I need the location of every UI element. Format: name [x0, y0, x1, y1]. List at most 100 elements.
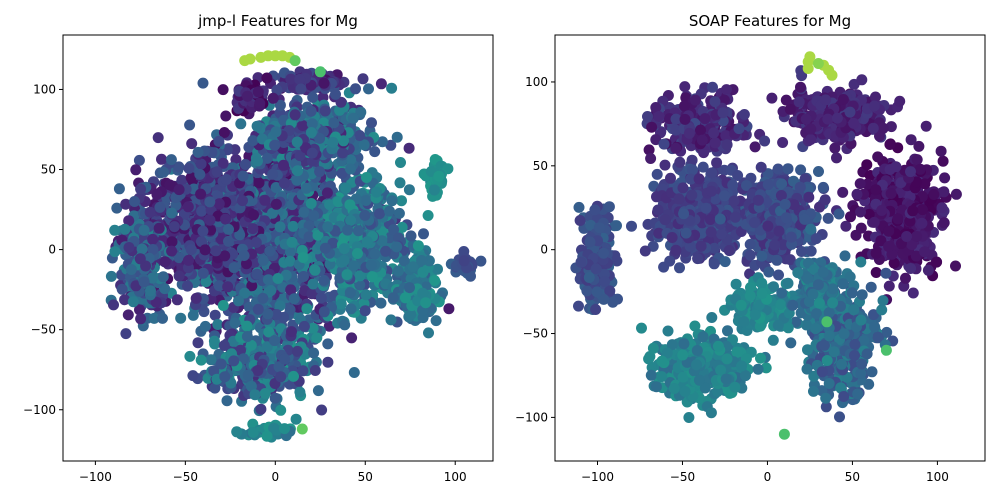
- data-point: [301, 303, 313, 315]
- data-point: [677, 182, 689, 194]
- data-point: [883, 280, 895, 292]
- data-point: [270, 198, 282, 210]
- data-point: [187, 309, 199, 321]
- data-point: [168, 221, 180, 233]
- data-point: [235, 344, 246, 356]
- data-point: [359, 305, 371, 317]
- data-point: [116, 283, 128, 295]
- data-point: [138, 224, 150, 236]
- data-point: [108, 299, 119, 311]
- data-point: [263, 326, 275, 338]
- data-point: [345, 154, 357, 166]
- data-point: [376, 235, 388, 247]
- data-point: [653, 227, 665, 239]
- data-point: [182, 280, 193, 292]
- data-point: [217, 300, 229, 311]
- data-point: [883, 241, 895, 252]
- data-point: [289, 109, 301, 121]
- data-point: [700, 202, 712, 214]
- data-point: [237, 170, 249, 182]
- data-point: [271, 309, 283, 320]
- data-point: [708, 258, 720, 270]
- data-point: [148, 312, 160, 324]
- data-point: [785, 231, 797, 243]
- data-point: [200, 276, 212, 288]
- data-point: [345, 214, 357, 226]
- data-point: [144, 206, 156, 218]
- data-point: [199, 320, 211, 332]
- data-point: [305, 105, 317, 117]
- data-point: [352, 248, 363, 259]
- data-point: [428, 184, 440, 196]
- data-point: [210, 245, 222, 257]
- data-point: [183, 162, 195, 174]
- data-point: [173, 252, 185, 264]
- data-point: [772, 163, 784, 175]
- data-point: [195, 188, 207, 200]
- data-point: [465, 270, 476, 282]
- data-point: [771, 254, 783, 266]
- data-point: [817, 181, 829, 193]
- data-point: [267, 92, 279, 104]
- data-point: [199, 244, 211, 256]
- data-point: [267, 168, 279, 180]
- data-point: [272, 273, 284, 284]
- data-point: [267, 207, 278, 219]
- data-point: [173, 270, 185, 282]
- data-point: [664, 255, 676, 267]
- plot-area-jmp-l: [105, 50, 487, 443]
- y-tick-label: 100: [33, 82, 56, 96]
- data-point: [228, 355, 240, 367]
- data-point: [248, 209, 259, 221]
- data-point: [344, 199, 356, 211]
- data-point: [237, 195, 248, 207]
- data-point: [197, 267, 209, 279]
- data-point: [705, 185, 717, 197]
- data-point: [309, 365, 321, 376]
- data-point: [870, 267, 882, 278]
- data-point: [196, 205, 208, 217]
- data-point: [386, 195, 398, 207]
- data-point: [120, 328, 132, 340]
- data-point: [279, 423, 290, 435]
- data-point: [423, 255, 435, 267]
- data-point: [729, 211, 741, 223]
- data-point: [113, 183, 125, 195]
- data-point: [123, 242, 135, 253]
- data-point: [322, 356, 334, 368]
- data-point: [639, 245, 651, 257]
- data-point: [175, 312, 187, 324]
- data-point: [719, 190, 731, 202]
- data-point: [380, 245, 392, 257]
- data-point: [109, 246, 121, 258]
- data-point: [125, 264, 137, 275]
- data-point: [288, 370, 299, 382]
- data-point: [938, 217, 950, 229]
- data-point: [396, 221, 408, 233]
- data-point: [416, 255, 428, 266]
- data-point: [252, 303, 264, 315]
- data-point: [173, 184, 185, 196]
- data-point: [776, 178, 788, 190]
- data-point: [375, 78, 387, 90]
- data-point: [345, 303, 357, 315]
- data-point: [166, 245, 178, 257]
- data-point: [245, 339, 257, 351]
- data-point: [294, 73, 306, 85]
- data-point: [105, 270, 117, 282]
- data-point: [686, 154, 698, 166]
- data-point: [432, 263, 443, 275]
- data-point: [222, 281, 234, 293]
- data-point: [458, 255, 470, 267]
- x-tick-label: −50: [173, 470, 198, 484]
- data-point: [386, 82, 398, 94]
- data-point: [270, 182, 282, 193]
- data-point: [342, 224, 354, 236]
- data-point: [327, 136, 339, 148]
- data-point: [231, 426, 243, 438]
- data-point: [920, 120, 932, 132]
- data-point: [238, 250, 250, 261]
- data-point: [319, 242, 331, 254]
- data-point: [305, 127, 317, 138]
